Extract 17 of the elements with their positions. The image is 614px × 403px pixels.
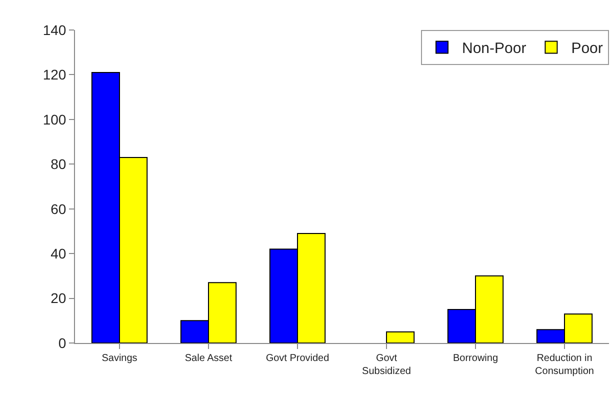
bar <box>386 331 415 343</box>
x-tick-label: Borrowing <box>452 353 498 364</box>
legend-label: Poor <box>571 40 603 58</box>
y-tick-label: 20 <box>50 290 66 306</box>
x-tick-label: Govt Provided <box>266 353 330 364</box>
y-tick-label: 100 <box>42 111 66 128</box>
y-tick-label: 0 <box>58 334 66 351</box>
x-tick-label: Sale Asset <box>184 353 232 364</box>
x-tick-label: Savings <box>102 353 138 364</box>
x-tick-label: Reduction in Consumption <box>535 353 594 377</box>
y-tick-label: 120 <box>42 66 66 83</box>
y-tick-label: 40 <box>50 245 66 262</box>
y-tick-label: 140 <box>42 22 66 38</box>
legend-label: Non-Poor <box>462 40 526 58</box>
x-tick-label: Govt Subsidized <box>362 353 411 377</box>
y-tick-label: 60 <box>50 200 66 217</box>
y-tick-label: 80 <box>50 156 66 172</box>
